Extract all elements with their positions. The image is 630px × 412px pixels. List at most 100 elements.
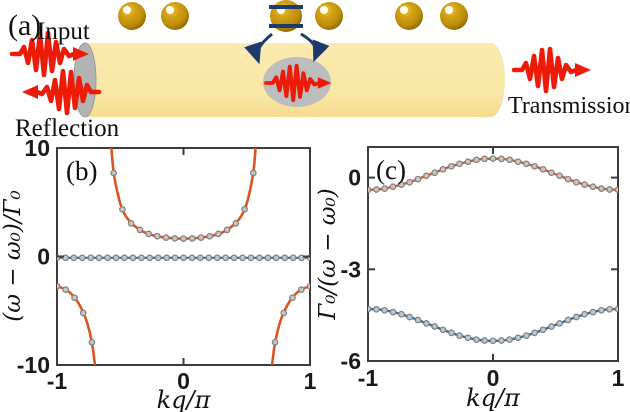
waveguide-schematic: (a) Input Reflection Transmission bbox=[8, 0, 630, 142]
data-marker bbox=[119, 205, 126, 213]
data-marker bbox=[431, 323, 438, 330]
data-marker bbox=[239, 254, 246, 262]
data-marker bbox=[614, 305, 618, 313]
data-marker bbox=[79, 309, 87, 317]
data-marker bbox=[514, 158, 522, 166]
data-marker bbox=[389, 183, 397, 191]
data-marker bbox=[381, 306, 388, 314]
atom-highlight bbox=[445, 6, 453, 14]
data-marker bbox=[213, 254, 221, 262]
data-marker bbox=[531, 162, 538, 170]
data-marker bbox=[136, 226, 144, 234]
data-marker bbox=[138, 254, 145, 262]
data-marker bbox=[431, 169, 438, 177]
data-marker bbox=[481, 337, 488, 344]
data-marker bbox=[448, 329, 455, 337]
data-marker bbox=[171, 235, 179, 242]
data-marker bbox=[398, 310, 405, 318]
y-axis-label: (ω − ω₀)/Γ₀ bbox=[0, 190, 26, 322]
data-marker bbox=[289, 294, 296, 302]
data-marker bbox=[127, 220, 135, 227]
data-marker bbox=[523, 332, 530, 339]
data-marker bbox=[439, 326, 447, 334]
panel-label: (b) bbox=[66, 156, 97, 186]
data-marker bbox=[197, 234, 205, 241]
data-marker bbox=[146, 254, 154, 262]
data-marker bbox=[241, 205, 248, 213]
data-marker bbox=[171, 254, 179, 262]
data-marker bbox=[188, 254, 196, 262]
data-marker bbox=[87, 254, 95, 262]
data-marker bbox=[222, 254, 229, 262]
data-marker bbox=[423, 172, 430, 180]
data-marker bbox=[373, 305, 380, 313]
data-marker bbox=[506, 336, 513, 343]
x-tick-label: -1 bbox=[47, 368, 68, 394]
atom-sphere-5 bbox=[395, 2, 423, 30]
input-label: Input bbox=[37, 18, 90, 45]
flat-band-markers bbox=[57, 254, 310, 262]
data-marker bbox=[180, 235, 187, 242]
data-marker bbox=[473, 336, 480, 343]
series-group bbox=[57, 148, 310, 365]
data-marker bbox=[180, 254, 187, 262]
data-marker bbox=[498, 155, 505, 163]
data-marker bbox=[498, 337, 505, 344]
data-marker bbox=[423, 320, 430, 327]
data-marker bbox=[373, 186, 380, 193]
atom-body bbox=[440, 2, 468, 30]
data-marker bbox=[598, 185, 605, 192]
data-marker bbox=[196, 254, 204, 262]
data-marker bbox=[249, 169, 257, 177]
series-group bbox=[368, 155, 618, 345]
data-marker bbox=[306, 282, 310, 290]
data-marker bbox=[247, 254, 255, 262]
data-marker bbox=[456, 160, 463, 168]
data-marker bbox=[223, 226, 231, 234]
data-marker bbox=[531, 329, 538, 337]
data-marker bbox=[464, 334, 472, 342]
transmission-label: Transmission bbox=[508, 93, 630, 119]
tick-marks bbox=[367, 147, 619, 362]
y-tick-label: 10 bbox=[24, 135, 50, 161]
emission-arrow-left bbox=[244, 32, 273, 65]
data-marker bbox=[110, 169, 118, 177]
data-marker bbox=[368, 305, 372, 313]
atom-sphere-4 bbox=[315, 2, 343, 30]
data-marker bbox=[71, 294, 78, 302]
data-marker bbox=[271, 338, 279, 346]
data-marker bbox=[206, 232, 214, 240]
data-marker bbox=[298, 254, 305, 262]
data-marker bbox=[564, 175, 572, 183]
atom-body bbox=[395, 2, 423, 30]
data-marker bbox=[264, 254, 272, 262]
upper-band-inverse-detuning-markers bbox=[368, 155, 618, 194]
data-marker bbox=[456, 332, 463, 339]
data-marker bbox=[272, 254, 280, 262]
data-marker bbox=[589, 183, 597, 191]
data-marker bbox=[215, 230, 222, 238]
data-marker bbox=[154, 254, 162, 262]
emission-arrow-right bbox=[300, 32, 330, 63]
atom-sphere-2 bbox=[161, 2, 189, 30]
data-marker bbox=[129, 254, 137, 262]
data-marker bbox=[439, 165, 447, 173]
panel-label: (c) bbox=[376, 155, 406, 185]
y-tick-label: -6 bbox=[341, 348, 361, 374]
data-marker bbox=[57, 282, 61, 290]
data-marker bbox=[62, 254, 69, 262]
data-marker bbox=[564, 316, 572, 324]
x-tick-label: 1 bbox=[304, 368, 317, 394]
data-marker bbox=[506, 156, 513, 164]
data-marker bbox=[598, 306, 605, 314]
data-marker bbox=[280, 309, 288, 317]
data-marker bbox=[581, 181, 588, 188]
data-marker bbox=[104, 254, 111, 262]
x-tick-label: 0 bbox=[177, 368, 190, 394]
x-tick-label: 0 bbox=[487, 365, 500, 391]
data-marker bbox=[162, 234, 170, 241]
lower-polariton-band-right-markers bbox=[271, 282, 310, 346]
data-marker bbox=[548, 323, 555, 330]
